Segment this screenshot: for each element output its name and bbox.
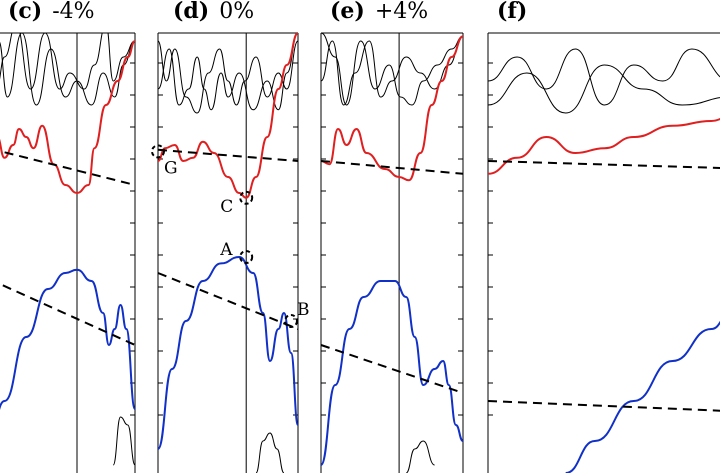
band-line <box>565 320 720 473</box>
panel-e: (e) +4% <box>320 0 464 473</box>
band-line <box>158 33 298 111</box>
panel-label: (e) +4% <box>330 0 428 24</box>
band-line <box>0 40 135 195</box>
dashed-line <box>0 150 136 186</box>
panel-strain: +4% <box>375 0 428 24</box>
panel-label: (c) -4% <box>8 0 95 24</box>
band-line <box>488 64 720 114</box>
point-label: B <box>297 300 310 320</box>
point-label: C <box>220 197 233 217</box>
panel-label: (f) <box>497 0 527 24</box>
dashed-line <box>0 282 136 346</box>
band-line <box>255 432 285 473</box>
dashed-line <box>487 400 720 412</box>
marked-point <box>284 314 298 328</box>
dashed-line <box>320 160 464 175</box>
panel-id: (e) <box>330 0 365 24</box>
panel-id: (d) <box>173 0 209 24</box>
panel-c: (c) -4% <box>0 0 136 473</box>
panel-plot-area <box>321 33 463 473</box>
band-line <box>488 48 720 106</box>
dashed-line <box>487 160 720 169</box>
panel-strain: 0% <box>219 0 254 24</box>
panel-id: (c) <box>8 0 42 24</box>
band-line <box>158 40 298 114</box>
dashed-line <box>320 344 464 394</box>
band-line <box>158 255 298 450</box>
panel-strain: -4% <box>52 0 94 24</box>
point-label: A <box>219 240 233 260</box>
band-line <box>158 33 298 199</box>
marked-point <box>239 250 254 264</box>
panel-id: (f) <box>497 0 527 24</box>
band-line <box>321 35 463 182</box>
band-line <box>0 33 135 106</box>
panel-d: (d) 0% G C A B <box>151 0 310 473</box>
dashed-line <box>157 272 299 330</box>
band-line <box>321 35 463 106</box>
band-line <box>321 33 463 106</box>
panel-f: (f) <box>487 0 720 473</box>
panel-plot-area <box>488 48 720 473</box>
band-line <box>321 280 463 466</box>
band-line <box>405 440 435 473</box>
marked-point <box>239 190 254 205</box>
marked-point <box>151 144 165 159</box>
band-line <box>0 268 135 411</box>
point-label: G <box>164 158 178 178</box>
panel-plot-area <box>0 33 135 473</box>
panel-plot-area <box>158 33 298 473</box>
dashed-line <box>157 148 299 162</box>
panel-label: (d) 0% <box>173 0 254 24</box>
band-line <box>0 33 135 90</box>
band-line <box>112 416 135 466</box>
band-line <box>488 117 720 175</box>
